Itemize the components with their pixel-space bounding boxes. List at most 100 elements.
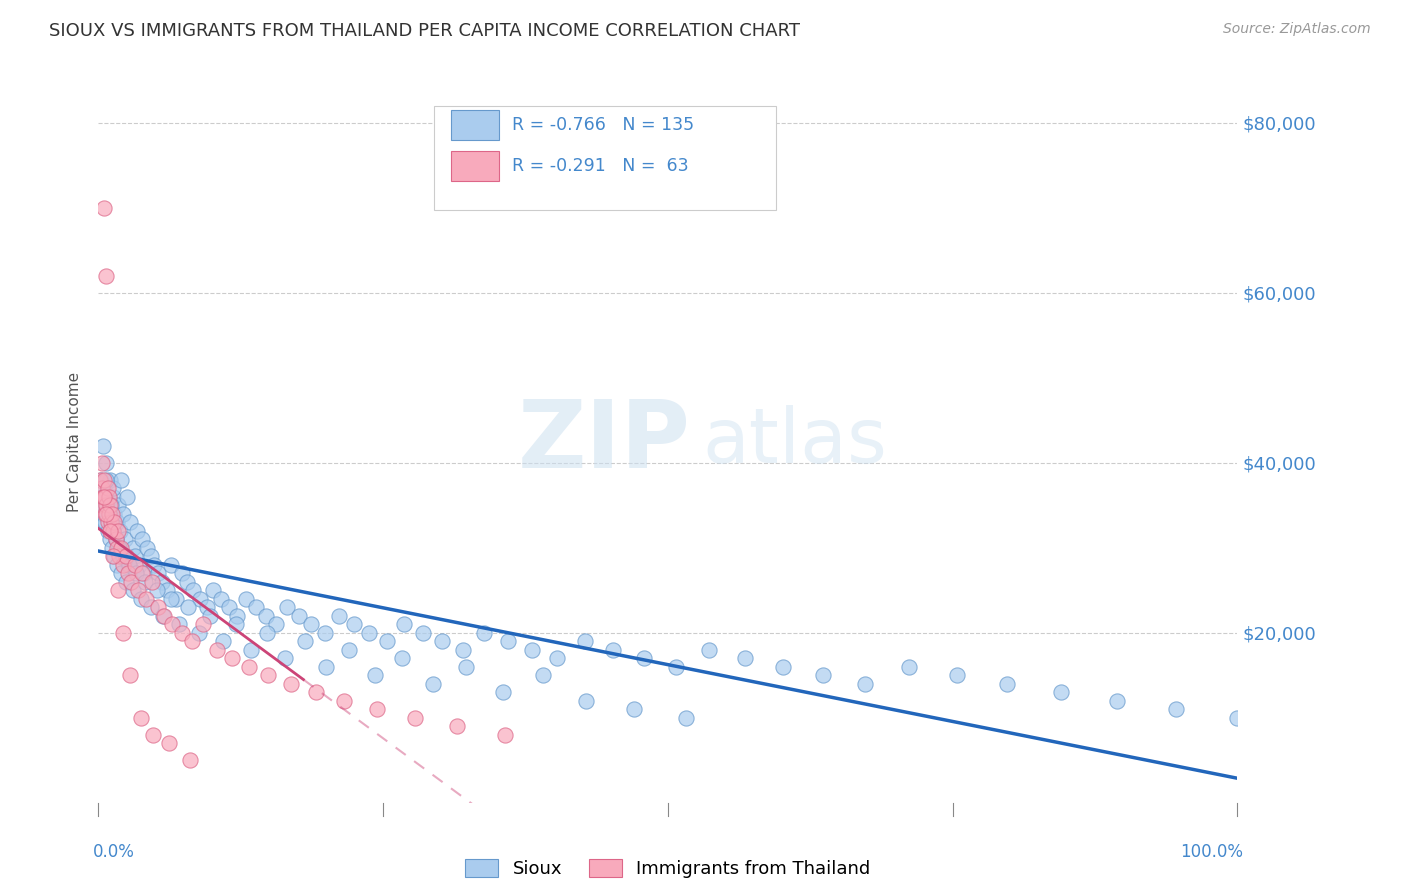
Point [93, 490, 115, 504]
Point [294, 634, 316, 648]
Point [366, 702, 388, 716]
Point [129, 591, 152, 606]
Point [121, 583, 143, 598]
Text: R = -0.766   N = 135: R = -0.766 N = 135 [512, 116, 695, 134]
Point [853, 677, 876, 691]
Point [96, 473, 118, 487]
Point [337, 642, 360, 657]
Point [114, 574, 136, 589]
Point [145, 583, 167, 598]
Point [169, 617, 191, 632]
Point [101, 507, 124, 521]
Point [141, 574, 163, 589]
Point [124, 549, 146, 564]
Point [156, 583, 179, 598]
Point [94, 507, 117, 521]
Point [108, 549, 131, 564]
Point [240, 642, 263, 657]
Point [114, 533, 136, 547]
Point [170, 625, 193, 640]
Point [288, 608, 311, 623]
Point [446, 719, 468, 733]
Point [181, 583, 204, 598]
Point [110, 566, 132, 581]
Point [188, 591, 211, 606]
Point [209, 591, 232, 606]
Point [1226, 711, 1249, 725]
Point [218, 600, 240, 615]
Point [697, 642, 720, 657]
Point [136, 541, 159, 555]
Point [105, 516, 128, 530]
Point [100, 524, 122, 538]
Point [146, 566, 169, 581]
Bar [451, 151, 499, 181]
Point [110, 541, 132, 555]
Point [128, 558, 150, 572]
Point [1049, 685, 1071, 699]
Point [96, 481, 118, 495]
Point [98, 498, 121, 512]
Point [108, 541, 131, 555]
Point [115, 490, 138, 504]
Point [103, 507, 125, 521]
Point [221, 651, 243, 665]
Point [103, 490, 125, 504]
Point [97, 490, 120, 504]
Point [162, 617, 184, 632]
Point [432, 634, 454, 648]
Text: Source: ZipAtlas.com: Source: ZipAtlas.com [1223, 22, 1371, 37]
Point [101, 516, 124, 530]
Point [96, 507, 118, 521]
Point [91, 507, 114, 521]
Point [97, 490, 120, 504]
Point [198, 608, 221, 623]
Point [94, 516, 117, 530]
Point [280, 677, 302, 691]
Point [522, 642, 544, 657]
Point [623, 702, 645, 716]
Point [456, 660, 478, 674]
Point [392, 617, 415, 632]
Point [93, 481, 115, 495]
Point [142, 728, 165, 742]
Point [675, 711, 697, 725]
Point [238, 660, 260, 674]
Point [205, 642, 228, 657]
Point [127, 524, 149, 538]
Point [131, 566, 153, 581]
Point [89, 473, 111, 487]
FancyBboxPatch shape [434, 105, 776, 211]
Point [734, 651, 756, 665]
Point [94, 498, 117, 512]
Point [98, 524, 121, 538]
Point [103, 481, 125, 495]
Point [170, 566, 193, 581]
Point [404, 711, 426, 725]
Point [1105, 694, 1128, 708]
Point [118, 558, 141, 572]
Point [131, 533, 153, 547]
Point [100, 516, 122, 530]
Text: 0.0%: 0.0% [93, 843, 135, 861]
Point [391, 651, 413, 665]
Point [108, 524, 131, 538]
Point [117, 566, 139, 581]
Point [179, 753, 201, 767]
Point [112, 549, 135, 564]
Point [93, 473, 115, 487]
Point [225, 617, 247, 632]
Point [96, 516, 118, 530]
Point [226, 608, 249, 623]
Point [98, 473, 121, 487]
Point [120, 668, 142, 682]
Text: atlas: atlas [702, 405, 887, 478]
Point [146, 600, 169, 615]
Point [90, 490, 112, 504]
Point [193, 617, 215, 632]
Point [103, 524, 125, 538]
Point [143, 558, 166, 572]
Point [90, 456, 112, 470]
Point [93, 516, 115, 530]
Point [112, 625, 135, 640]
